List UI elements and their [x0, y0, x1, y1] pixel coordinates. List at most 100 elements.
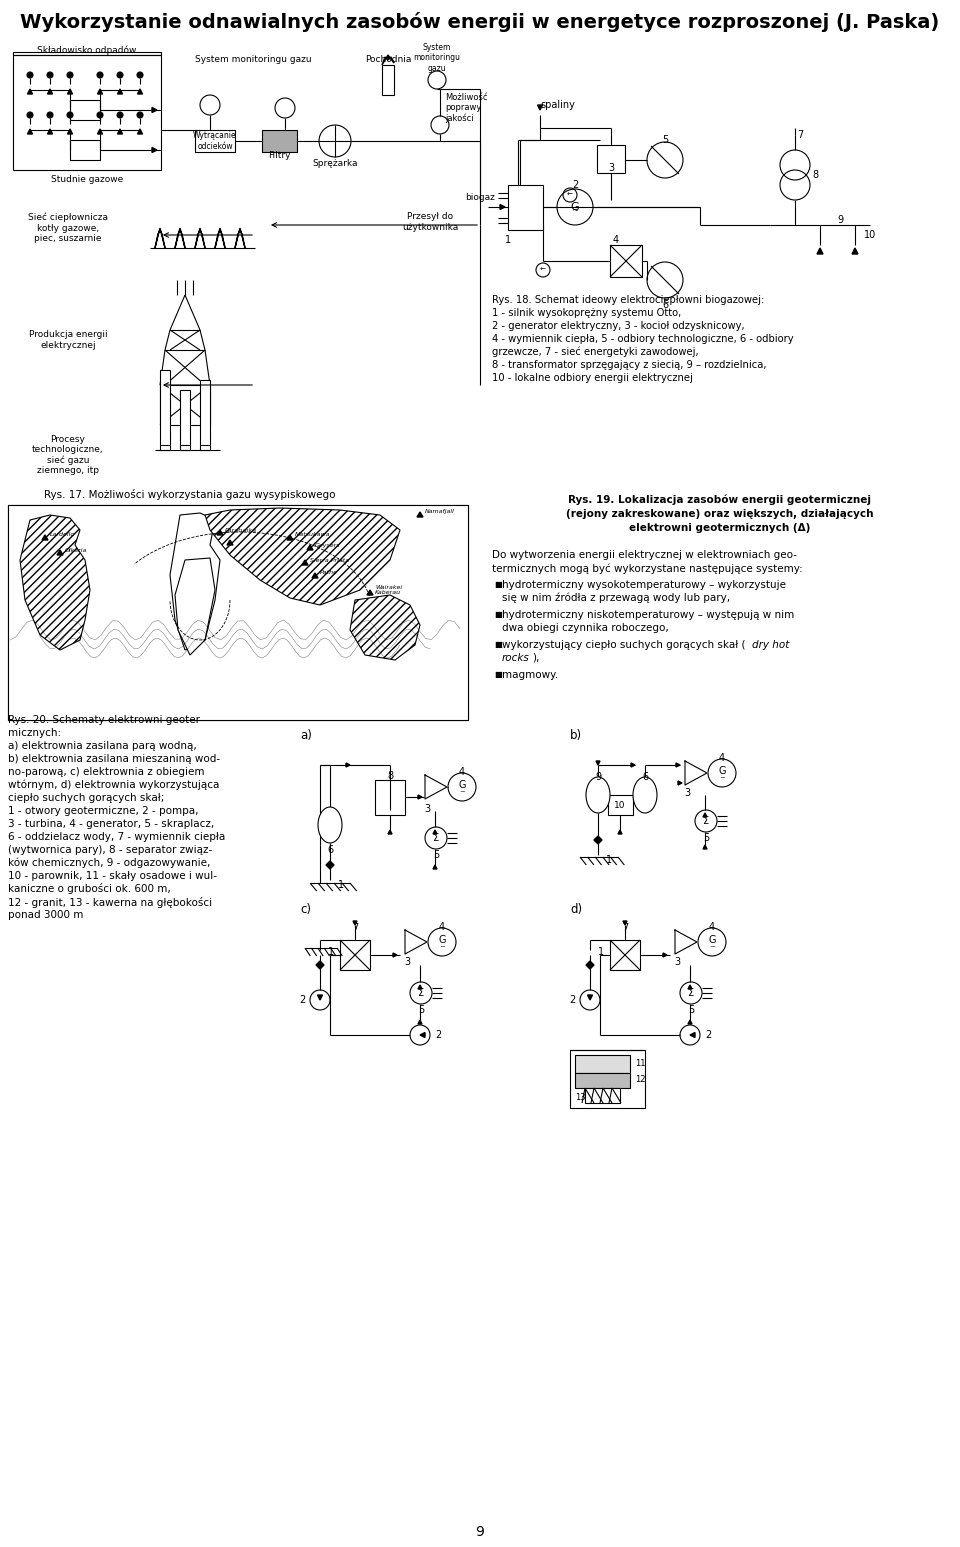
Text: Paratunka: Paratunka	[225, 528, 257, 532]
Polygon shape	[817, 248, 823, 254]
Text: elektrowni geotermicznych (Δ): elektrowni geotermicznych (Δ)	[630, 523, 810, 534]
Text: ków chemicznych, 9 - odgazowywanie,: ków chemicznych, 9 - odgazowywanie,	[8, 857, 210, 868]
Bar	[8, 504, 468, 719]
Text: Σ: Σ	[688, 989, 694, 998]
Text: 12: 12	[635, 1075, 645, 1084]
Circle shape	[47, 111, 53, 118]
Text: 5: 5	[418, 1006, 424, 1015]
Text: System
monitoringu
gazu: System monitoringu gazu	[414, 43, 461, 73]
Text: dry hot: dry hot	[752, 640, 789, 650]
Text: ■: ■	[494, 580, 502, 589]
Text: b): b)	[570, 729, 582, 741]
Text: 4: 4	[439, 922, 445, 931]
Text: Rys. 17. Możliwości wykorzystania gazu wysypiskowego: Rys. 17. Możliwości wykorzystania gazu w…	[44, 489, 336, 501]
Text: a): a)	[300, 729, 312, 741]
Text: ~: ~	[439, 944, 444, 950]
Circle shape	[137, 73, 143, 77]
Text: 1: 1	[338, 880, 344, 890]
Text: 4: 4	[719, 753, 725, 763]
Bar	[610, 941, 640, 970]
Text: ponad 3000 m: ponad 3000 m	[8, 910, 84, 920]
Text: ■: ■	[494, 640, 502, 650]
Text: rocks: rocks	[502, 653, 530, 664]
Text: 4: 4	[459, 767, 465, 777]
Polygon shape	[57, 551, 63, 555]
Circle shape	[27, 111, 33, 118]
Polygon shape	[388, 831, 392, 834]
Polygon shape	[117, 90, 123, 94]
Polygon shape	[215, 227, 225, 248]
Polygon shape	[302, 560, 308, 565]
Polygon shape	[350, 596, 420, 661]
Polygon shape	[596, 761, 600, 766]
Text: Produkcja energii
elektrycznej: Produkcja energii elektrycznej	[29, 331, 108, 350]
Polygon shape	[326, 862, 334, 869]
Bar	[262, 130, 297, 152]
Polygon shape	[690, 1032, 695, 1038]
Text: 10: 10	[614, 800, 626, 809]
Polygon shape	[588, 995, 592, 999]
Bar	[575, 1055, 630, 1074]
Polygon shape	[594, 835, 602, 845]
Text: ~: ~	[459, 789, 465, 795]
Text: Wytrącanie
odcieków: Wytrącanie odcieków	[193, 131, 237, 150]
Text: G: G	[439, 934, 445, 945]
Polygon shape	[433, 831, 437, 834]
Text: 1: 1	[598, 947, 604, 958]
Polygon shape	[137, 90, 142, 94]
Text: 1 - otwory geotermiczne, 2 - pompa,: 1 - otwory geotermiczne, 2 - pompa,	[8, 806, 199, 815]
Text: termicznych mogą być wykorzystane następujące systemy:: termicznych mogą być wykorzystane następ…	[492, 563, 803, 574]
Polygon shape	[170, 514, 220, 650]
Text: kaniczne o grubości ok. 600 m,: kaniczne o grubości ok. 600 m,	[8, 883, 171, 894]
Polygon shape	[393, 953, 397, 958]
Text: 1 - silnik wysokoprężny systemu Otto,: 1 - silnik wysokoprężny systemu Otto,	[492, 308, 682, 319]
Text: 5: 5	[688, 1006, 694, 1015]
Text: 10: 10	[864, 231, 876, 240]
Text: 3: 3	[424, 804, 430, 814]
Bar	[340, 941, 370, 970]
Polygon shape	[500, 204, 505, 209]
Text: 2: 2	[299, 995, 305, 1006]
Polygon shape	[663, 953, 667, 958]
Text: Σ: Σ	[418, 989, 424, 998]
Circle shape	[117, 73, 123, 77]
Polygon shape	[28, 90, 33, 94]
Text: Olkaria: Olkaria	[65, 548, 87, 552]
Text: 4: 4	[612, 235, 619, 244]
Text: 5: 5	[433, 849, 439, 860]
Circle shape	[47, 73, 53, 77]
Text: 2: 2	[572, 179, 578, 190]
Bar	[575, 1074, 630, 1088]
Polygon shape	[346, 763, 350, 767]
Text: 7: 7	[797, 130, 804, 139]
Polygon shape	[217, 531, 223, 535]
Polygon shape	[418, 1019, 422, 1024]
Text: 7: 7	[622, 924, 628, 933]
Polygon shape	[418, 795, 422, 798]
Text: Sierra Prieta: Sierra Prieta	[310, 557, 349, 563]
Text: ←: ←	[540, 268, 546, 272]
Text: ■: ■	[494, 670, 502, 679]
Text: Pathe: Pathe	[320, 571, 338, 575]
Text: Rys. 19. Lokalizacja zasobów energii geotermicznej: Rys. 19. Lokalizacja zasobów energii geo…	[568, 495, 872, 506]
Text: Rys. 18. Schemat ideowy elektrociepłowni biogazowej:: Rys. 18. Schemat ideowy elektrociepłowni…	[492, 295, 764, 305]
Text: G: G	[718, 766, 726, 777]
Polygon shape	[688, 1019, 692, 1024]
Text: ),: ),	[532, 653, 540, 664]
Polygon shape	[367, 589, 373, 596]
Text: c): c)	[300, 903, 311, 916]
Circle shape	[97, 111, 103, 118]
Polygon shape	[28, 128, 33, 135]
Polygon shape	[155, 227, 165, 248]
Text: 3: 3	[608, 162, 614, 173]
Text: Procesy
technologiczne,
sieć gazu
ziemnego, itp: Procesy technologiczne, sieć gazu ziemne…	[33, 435, 104, 475]
Circle shape	[67, 111, 73, 118]
Text: Sprężarka: Sprężarka	[312, 159, 358, 169]
Text: no-parową, c) elektrownia z obiegiem: no-parową, c) elektrownia z obiegiem	[8, 767, 204, 777]
Polygon shape	[152, 147, 157, 153]
Text: 2: 2	[568, 995, 575, 1006]
Text: (wytwornica pary), 8 - separator związ-: (wytwornica pary), 8 - separator związ-	[8, 845, 212, 855]
Polygon shape	[316, 961, 324, 968]
Text: 9: 9	[595, 772, 601, 781]
Polygon shape	[137, 128, 142, 135]
